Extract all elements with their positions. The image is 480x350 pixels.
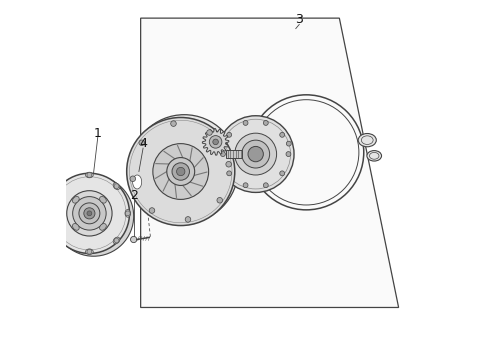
Circle shape bbox=[139, 140, 144, 146]
Circle shape bbox=[226, 161, 231, 167]
Text: 4: 4 bbox=[139, 137, 147, 150]
Circle shape bbox=[177, 167, 185, 176]
Ellipse shape bbox=[85, 172, 93, 178]
Circle shape bbox=[242, 140, 270, 168]
Circle shape bbox=[264, 183, 268, 188]
Polygon shape bbox=[226, 150, 242, 158]
Circle shape bbox=[209, 135, 222, 148]
Circle shape bbox=[172, 163, 190, 180]
Ellipse shape bbox=[130, 172, 144, 193]
Ellipse shape bbox=[72, 224, 79, 230]
Circle shape bbox=[131, 236, 137, 243]
Circle shape bbox=[227, 132, 232, 137]
Polygon shape bbox=[203, 129, 229, 155]
Circle shape bbox=[280, 171, 285, 176]
Ellipse shape bbox=[113, 183, 120, 190]
Circle shape bbox=[67, 191, 112, 236]
Circle shape bbox=[72, 197, 106, 230]
Circle shape bbox=[48, 211, 53, 216]
Circle shape bbox=[130, 115, 238, 223]
Ellipse shape bbox=[59, 183, 66, 190]
Circle shape bbox=[213, 139, 218, 145]
Circle shape bbox=[125, 211, 130, 216]
Ellipse shape bbox=[100, 196, 106, 203]
Circle shape bbox=[248, 146, 264, 162]
Text: 3: 3 bbox=[295, 13, 303, 26]
Circle shape bbox=[243, 120, 248, 125]
Circle shape bbox=[149, 208, 155, 213]
Ellipse shape bbox=[358, 133, 376, 147]
Circle shape bbox=[79, 203, 100, 224]
Circle shape bbox=[287, 141, 291, 146]
Circle shape bbox=[114, 184, 119, 189]
Ellipse shape bbox=[113, 237, 120, 244]
Ellipse shape bbox=[125, 210, 131, 217]
Ellipse shape bbox=[367, 150, 382, 161]
Ellipse shape bbox=[72, 196, 79, 203]
Circle shape bbox=[264, 120, 268, 125]
Circle shape bbox=[87, 249, 92, 254]
Circle shape bbox=[153, 144, 209, 200]
Circle shape bbox=[49, 173, 130, 253]
Circle shape bbox=[217, 197, 223, 203]
Circle shape bbox=[114, 238, 119, 243]
Text: 1: 1 bbox=[94, 127, 102, 140]
Circle shape bbox=[280, 132, 285, 137]
Circle shape bbox=[235, 133, 276, 175]
Circle shape bbox=[207, 130, 212, 135]
Circle shape bbox=[220, 152, 225, 156]
Ellipse shape bbox=[100, 224, 106, 230]
Circle shape bbox=[243, 183, 248, 188]
Circle shape bbox=[227, 171, 232, 176]
Circle shape bbox=[171, 121, 176, 126]
Circle shape bbox=[60, 184, 65, 189]
Circle shape bbox=[60, 238, 65, 243]
Ellipse shape bbox=[48, 210, 54, 217]
Ellipse shape bbox=[132, 175, 142, 189]
Text: 2: 2 bbox=[130, 189, 138, 202]
Circle shape bbox=[185, 217, 191, 222]
Circle shape bbox=[53, 176, 133, 256]
Circle shape bbox=[127, 118, 235, 225]
Ellipse shape bbox=[59, 237, 66, 244]
Circle shape bbox=[217, 116, 294, 192]
Circle shape bbox=[84, 208, 95, 219]
Ellipse shape bbox=[85, 249, 93, 254]
Circle shape bbox=[286, 152, 291, 156]
Circle shape bbox=[87, 173, 92, 177]
Polygon shape bbox=[141, 18, 398, 307]
Circle shape bbox=[87, 211, 92, 216]
Circle shape bbox=[167, 158, 195, 186]
Circle shape bbox=[130, 176, 136, 182]
